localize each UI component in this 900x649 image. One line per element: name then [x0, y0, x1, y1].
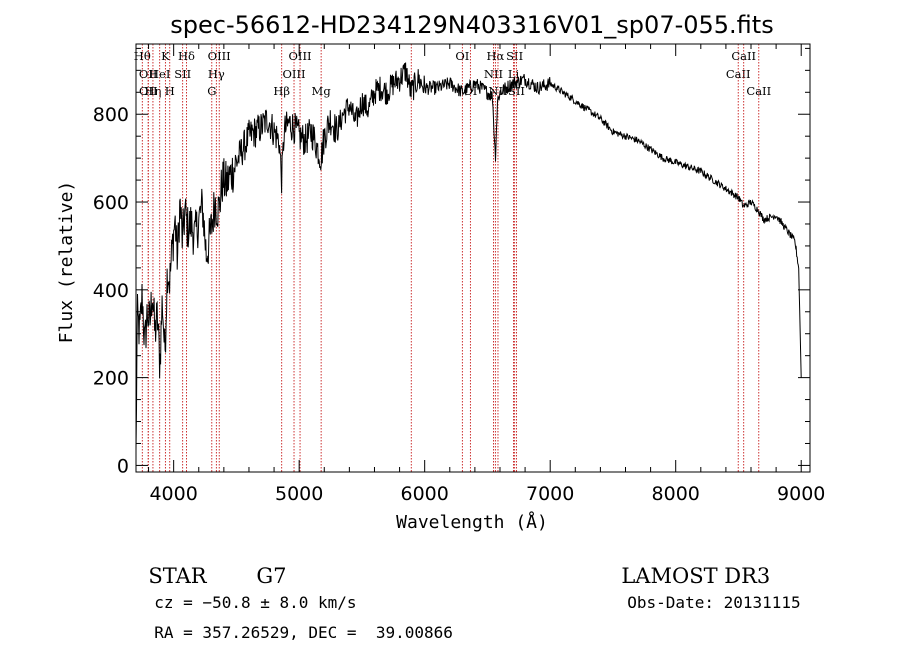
line-label-13: OIII	[282, 67, 305, 81]
line-label-7: SII	[174, 67, 191, 81]
x-tick-label-4: 8000	[652, 483, 700, 505]
line-label-15: Mg	[312, 84, 332, 98]
spectral-line-markers: HθOIIOIIHηHeIKHSIIHδHγGOIIIHβOIIIOIIIMgO…	[134, 44, 771, 472]
obs-date-value: Obs-Date: 20131115	[627, 593, 801, 612]
line-label-27: CaII	[746, 84, 771, 98]
line-label-14: OIII	[289, 49, 312, 63]
y-axis-label: Flux (relative)	[56, 181, 77, 344]
line-label-26: CaII	[731, 49, 756, 63]
survey-name: LAMOST DR3	[608, 540, 770, 588]
line-label-3: Hη	[144, 84, 161, 98]
spectrum-line	[135, 62, 802, 450]
line-label-25: CaII	[726, 67, 751, 81]
line-label-9: Hγ	[208, 67, 225, 81]
line-label-5: K	[161, 49, 170, 63]
line-label-6: H	[165, 84, 175, 98]
line-label-4: HeI	[149, 67, 170, 81]
subclass-label: G7	[256, 564, 287, 588]
y-tick-label-3: 600	[93, 192, 129, 214]
x-tick-label-2: 6000	[400, 483, 448, 505]
line-label-22: Li	[508, 67, 520, 81]
object-subclass: G7	[243, 540, 287, 588]
line-label-12: Hβ	[273, 84, 290, 98]
redshift-text: cz = −50.8 ± 8.0 km/s	[135, 574, 357, 612]
plot-frame	[135, 43, 811, 473]
object-class: STAR	[135, 540, 207, 588]
line-label-10: G	[207, 84, 216, 98]
line-label-0: Hθ	[134, 49, 151, 63]
class-label: STAR	[148, 564, 207, 588]
y-tick-label-2: 400	[93, 280, 129, 302]
survey-label: LAMOST DR3	[621, 564, 771, 588]
y-tick-label-1: 200	[93, 368, 129, 390]
x-tick-label-5: 9000	[777, 483, 825, 505]
coords-value: RA = 357.26529, DEC = 39.00866	[154, 623, 453, 642]
x-axis-label: Wavelength (Å)	[396, 511, 548, 533]
chart-title: spec-56612-HD234129N403316V01_sp07-055.f…	[170, 11, 773, 39]
coords-text: RA = 357.26529, DEC = 39.00866	[135, 604, 453, 642]
x-tick-label-1: 5000	[275, 483, 323, 505]
line-label-11: OIII	[208, 49, 231, 63]
obs-date-text: Obs-Date: 20131115	[608, 574, 801, 612]
axes: 4000 5000 6000 7000 8000 9000 0 200 400 600 800	[93, 43, 825, 505]
line-label-8: Hδ	[178, 49, 195, 63]
y-tick-label-0: 0	[117, 455, 129, 477]
line-label-23: SII	[506, 49, 523, 63]
line-label-17: OI	[455, 49, 469, 63]
cz-value: cz = −50.8 ± 8.0 km/s	[154, 593, 357, 612]
line-label-19: NII	[484, 67, 503, 81]
line-label-20: Hα	[486, 49, 504, 63]
y-tick-label-4: 800	[93, 104, 129, 126]
x-tick-label-0: 4000	[149, 483, 197, 505]
x-tick-label-3: 7000	[526, 483, 574, 505]
